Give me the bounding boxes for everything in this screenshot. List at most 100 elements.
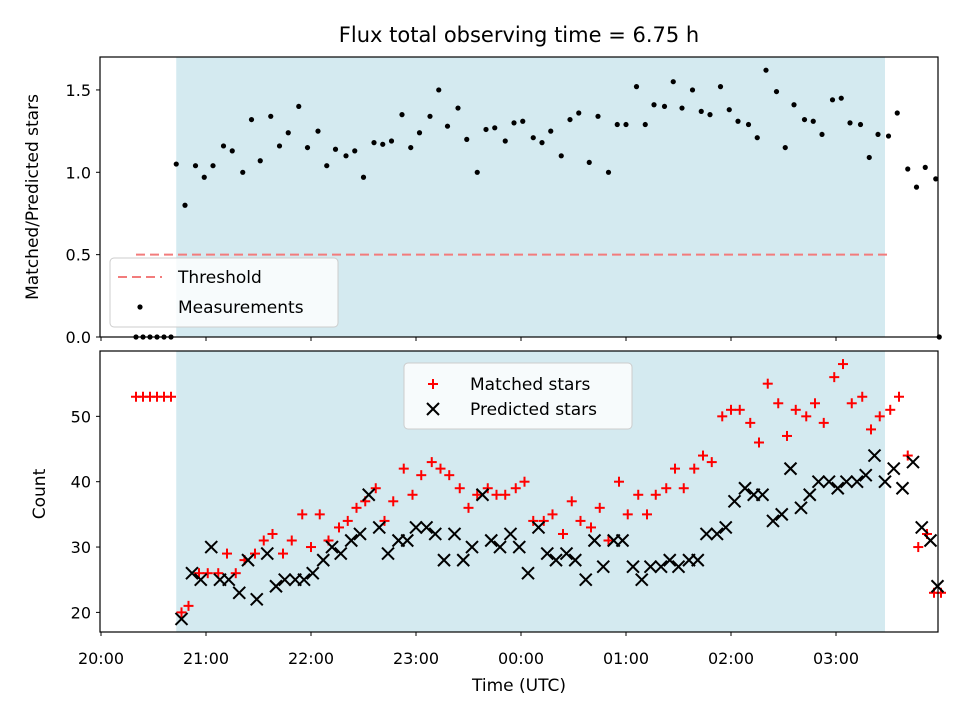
- matched-star-point: [351, 502, 362, 513]
- measurement-point: [511, 120, 517, 126]
- predicted-star-point: [512, 540, 526, 554]
- matched-star-point: [342, 515, 353, 526]
- measurement-point: [182, 202, 188, 208]
- figure-title: Flux total observing time = 6.75 h: [339, 23, 699, 47]
- x-tick-label: 03:00: [813, 649, 859, 668]
- predicted-star-point: [859, 468, 873, 482]
- predicted-star-point: [306, 566, 320, 580]
- matched-star-point: [594, 502, 605, 513]
- measurement-point: [520, 118, 526, 124]
- top-y-axis-label: Matched/Predicted stars: [23, 94, 43, 300]
- measurement-point: [838, 95, 844, 101]
- bottom-y-ticks: 20 30 40 50: [71, 407, 100, 622]
- matched-star-point: [810, 398, 820, 409]
- measurement-point: [885, 133, 892, 139]
- measurement-point: [576, 110, 582, 116]
- measurement-point: [343, 153, 349, 159]
- matched-star-point: [717, 411, 728, 422]
- predicted-star-point: [344, 533, 358, 548]
- measurement-point: [210, 163, 216, 169]
- predicted-star-point: [174, 612, 189, 626]
- measurement-point: [689, 87, 696, 93]
- matched-star-point: [194, 568, 204, 579]
- matched-star-point: [463, 502, 474, 513]
- matched-star-point: [370, 483, 381, 494]
- measurement-point: [586, 159, 592, 166]
- matched-star-point: [829, 372, 840, 383]
- matched-star-point: [678, 483, 689, 494]
- predicted-legend-swatch: [426, 402, 440, 416]
- matched-star-point: [306, 542, 316, 553]
- measurement-point: [866, 154, 872, 161]
- measurement-point: [698, 108, 704, 114]
- predicted-star-point: [381, 546, 395, 561]
- measurement-point: [455, 105, 461, 111]
- top-x-ticks: [100, 337, 837, 341]
- x-tick-label: 22:00: [288, 649, 334, 668]
- matched-star-point: [454, 483, 465, 494]
- matched-star-point: [614, 476, 624, 487]
- predicted-star-point: [568, 553, 582, 567]
- predicted-star-point: [447, 527, 462, 541]
- matched-legend-swatch: [428, 379, 438, 389]
- top-plot-area: [133, 67, 942, 340]
- measurement-point: [332, 146, 339, 152]
- measurement-point: [754, 135, 760, 141]
- matched-star-point: [334, 522, 344, 533]
- measurement-point: [605, 169, 612, 175]
- matched-star-point: [782, 430, 792, 441]
- predicted-star-point: [654, 559, 668, 574]
- predicted-star-point: [334, 546, 348, 561]
- matched-star-point: [416, 470, 427, 481]
- predicted-star-point: [615, 533, 630, 548]
- matched-star-point: [558, 528, 568, 539]
- bottom-y-tick-label: 50: [71, 407, 91, 426]
- predicted-star-point: [783, 461, 798, 476]
- predicted-star-point: [260, 546, 274, 561]
- predicted-star-point: [400, 533, 414, 548]
- measurement-point: [810, 118, 816, 124]
- measurement-point: [670, 79, 676, 85]
- predicted-star-point: [437, 553, 451, 567]
- matched-star-point: [773, 398, 784, 409]
- matched-star-point: [874, 411, 885, 422]
- x-axis-label: Time (UTC): [471, 676, 566, 696]
- matched-star-point: [838, 359, 848, 370]
- predicted-star-point: [456, 553, 470, 567]
- predicted-star-point: [419, 520, 434, 535]
- bottom-legend: Matched stars Predicted stars: [403, 362, 633, 430]
- matched-star-point: [603, 535, 614, 546]
- predicted-star-point: [822, 474, 836, 489]
- predicted-star-point: [839, 474, 854, 489]
- matched-star-point: [913, 542, 924, 553]
- predicted-star-point: [811, 474, 826, 489]
- measurement-point: [857, 121, 864, 128]
- measurement-point: [661, 103, 668, 110]
- matched-star-point: [230, 568, 241, 579]
- measurement-point: [268, 113, 274, 119]
- predicted-star-point: [372, 520, 386, 535]
- predicted-star-point: [531, 520, 546, 535]
- matched-star-point: [885, 404, 896, 415]
- matched-star-point: [754, 437, 764, 448]
- measurement-point: [201, 174, 207, 180]
- matched-star-point: [846, 398, 857, 409]
- predicted-star-point: [794, 501, 808, 515]
- predicted-star-point: [906, 455, 920, 469]
- predicted-star-point: [587, 533, 602, 548]
- measurement-point: [894, 110, 900, 116]
- predicted-star-point: [194, 573, 208, 587]
- bottom-plot-area: [131, 359, 946, 626]
- predicted-star-point: [540, 546, 554, 561]
- top-y-tick-label: 0.0: [66, 328, 91, 347]
- predicted-star-point: [923, 533, 938, 548]
- measurement-point: [763, 67, 769, 73]
- measurement-point: [296, 103, 302, 110]
- matched-star-point: [790, 404, 801, 415]
- measurement-point: [276, 143, 283, 149]
- predicted-legend-label: Predicted stars: [470, 400, 597, 420]
- predicted-star-point: [579, 573, 593, 587]
- measurement-point: [248, 116, 255, 123]
- x-tick-label: 01:00: [603, 649, 649, 668]
- matched-star-point: [278, 548, 288, 559]
